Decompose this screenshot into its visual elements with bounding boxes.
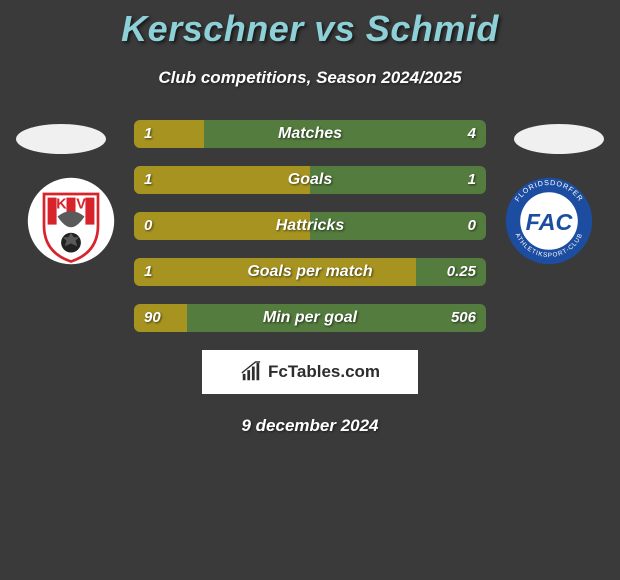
stat-label: Matches [134,120,486,148]
stat-bar: 14Matches [134,120,486,148]
stat-bar: 00Hattricks [134,212,486,240]
stat-label: Goals per match [134,258,486,286]
brand-box: FcTables.com [202,350,418,394]
stat-label: Min per goal [134,304,486,332]
player-right-avatar-placeholder [514,124,604,154]
date-text: 9 december 2024 [0,416,620,436]
subtitle: Club competitions, Season 2024/2025 [0,68,620,88]
svg-text:FAC: FAC [526,209,574,235]
chart-icon [240,361,262,383]
team-right-crest: FAC FLORIDSDORFER ATHLETIKSPORT-CLUB [504,176,594,266]
stat-bar: 11Goals [134,166,486,194]
stat-label: Goals [134,166,486,194]
comparison-bars: 14Matches 11Goals 00Hattricks 10.25Goals pe… [134,120,486,332]
team-left-crest: KSV [26,176,116,266]
svg-text:KSV: KSV [56,196,86,212]
player-left-avatar-placeholder [16,124,106,154]
brand-text: FcTables.com [268,362,380,382]
stat-bar: 90506Min per goal [134,304,486,332]
page-title: Kerschner vs Schmid [0,0,620,50]
stat-bar: 10.25Goals per match [134,258,486,286]
stat-label: Hattricks [134,212,486,240]
